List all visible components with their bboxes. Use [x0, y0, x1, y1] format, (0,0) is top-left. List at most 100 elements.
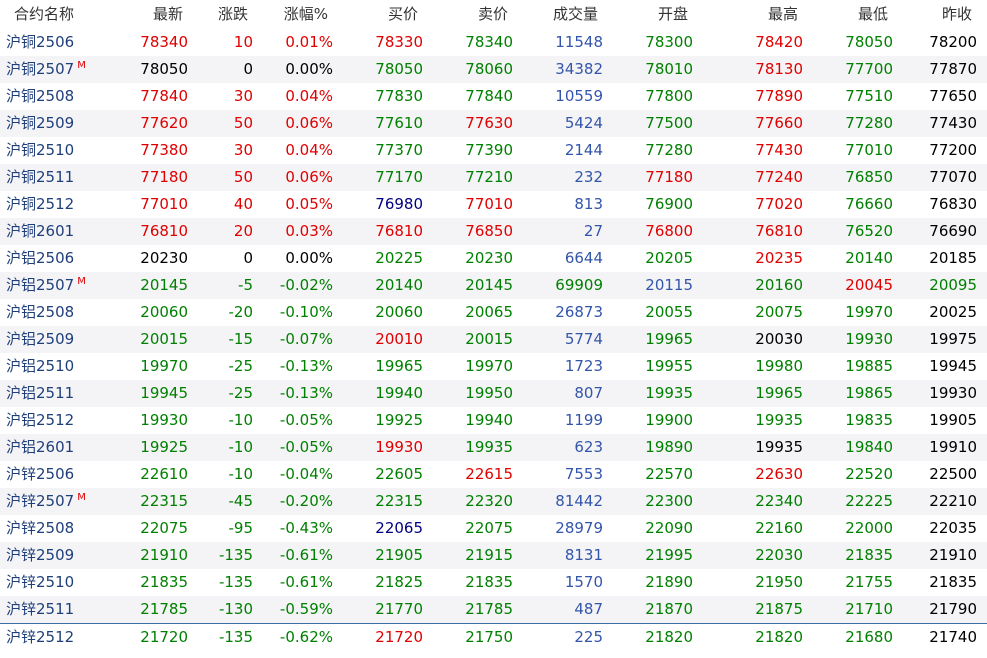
quote-value: 40 [233, 195, 253, 213]
contract-name: 沪锌2510 [6, 569, 74, 596]
quote-value: 20140 [845, 249, 893, 267]
quote-value: 19970 [140, 357, 188, 375]
quote-value: 232 [574, 168, 603, 186]
column-header: 涨跌 [217, 5, 248, 23]
quote-row: 沪锌2507 M 22315 -45 -0.20% 22315 22320 81442 2230… [0, 488, 987, 515]
quote-value: 19970 [465, 357, 513, 375]
quote-value: 21905 [375, 546, 423, 564]
quote-value: -0.20% [279, 492, 333, 510]
quote-value: 19945 [140, 384, 188, 402]
quote-value: 76810 [375, 222, 423, 240]
quote-value: 77500 [645, 114, 693, 132]
quote-value: 19980 [755, 357, 803, 375]
quote-value: 78050 [845, 33, 893, 51]
quote-value: 22520 [845, 465, 893, 483]
quote-value: 22315 [375, 492, 423, 510]
quote-value: 77620 [140, 114, 188, 132]
quote-value: 19965 [645, 330, 693, 348]
quote-value: 8131 [564, 546, 603, 564]
quote-value: 77650 [929, 87, 977, 105]
quote-value: 77800 [645, 87, 693, 105]
column-header: 卖价 [477, 5, 508, 23]
quote-value: 22300 [645, 492, 693, 510]
contract-code: 沪锌2511 [6, 600, 75, 618]
quote-value: 76830 [929, 195, 977, 213]
quote-value: 20145 [140, 276, 188, 294]
quote-value: 77210 [465, 168, 513, 186]
quote-value: 20045 [845, 276, 893, 294]
column-header: 买价 [387, 5, 418, 23]
quote-value: 20145 [465, 276, 513, 294]
quote-value: 76690 [929, 222, 977, 240]
quote-value: 0.05% [285, 195, 333, 213]
quote-row: 沪铝2511 19945 -25 -0.13% 19940 19950 807 19935 19… [0, 380, 987, 407]
quote-value: 19900 [645, 411, 693, 429]
contract-name: 沪铝2601 [6, 434, 74, 461]
quote-value: 21835 [845, 546, 893, 564]
quote-value: 10559 [555, 87, 603, 105]
quote-value: 22225 [845, 492, 893, 510]
contract-code: 沪铜2511 [6, 168, 75, 186]
contract-name: 沪铝2509 [6, 326, 74, 353]
quote-value: 77430 [755, 141, 803, 159]
column-header: 最新 [152, 5, 183, 23]
quote-row: 沪铝2506 20230 0 0.00% 20225 20230 6644 20205 2023… [0, 245, 987, 272]
quote-value: 487 [574, 600, 603, 618]
quote-value: 21740 [929, 628, 977, 646]
quote-value: 5424 [564, 114, 603, 132]
quote-value: 19950 [465, 384, 513, 402]
contract-code: 沪锌2507 [6, 492, 75, 510]
quote-value: 21785 [140, 600, 188, 618]
contract-code: 沪铝2601 [6, 438, 75, 456]
quote-value: -0.05% [279, 411, 333, 429]
quote-value: 1723 [564, 357, 603, 375]
quote-value: -95 [228, 519, 254, 537]
quote-value: 19925 [140, 438, 188, 456]
quote-row: 沪铜2508 77840 30 0.04% 77830 77840 10559 77800 77… [0, 83, 987, 110]
quote-value: 19935 [645, 384, 693, 402]
column-header: 成交量 [552, 5, 598, 23]
quote-row: 沪锌2506 22610 -10 -0.04% 22605 22615 7553 22570 2… [0, 461, 987, 488]
quote-row: 沪锌2509 21910 -135 -0.61% 21905 21915 8131 21995… [0, 542, 987, 569]
quote-value: 19840 [845, 438, 893, 456]
quote-value: -0.10% [279, 303, 333, 321]
quote-value: 22315 [140, 492, 188, 510]
quote-value: 77390 [465, 141, 513, 159]
quote-value: 76850 [845, 168, 893, 186]
quote-value: 21950 [755, 573, 803, 591]
quote-value: 78050 [375, 60, 423, 78]
contract-code: 沪铝2510 [6, 357, 75, 375]
quote-value: 77010 [465, 195, 513, 213]
quote-value: 77180 [140, 168, 188, 186]
quote-value: 77180 [645, 168, 693, 186]
quote-value: 20025 [929, 303, 977, 321]
quote-value: 77010 [140, 195, 188, 213]
quote-value: 28979 [555, 519, 603, 537]
quote-value: 807 [574, 384, 603, 402]
quote-value: 77610 [375, 114, 423, 132]
quote-value: 22500 [929, 465, 977, 483]
quote-value: -135 [218, 628, 253, 646]
quote-value: 20115 [645, 276, 693, 294]
quote-row: 沪铜2512 77010 40 0.05% 76980 77010 813 76900 7702… [0, 191, 987, 218]
quote-row: 沪锌2508 22075 -95 -0.43% 22065 22075 28979 22090… [0, 515, 987, 542]
quote-value: 19935 [755, 438, 803, 456]
quote-value: 623 [574, 438, 603, 456]
quote-value: 21825 [375, 573, 423, 591]
quote-value: 77020 [755, 195, 803, 213]
quote-value: -0.05% [279, 438, 333, 456]
quote-value: 20140 [375, 276, 423, 294]
quote-row: 沪锌2511 21785 -130 -0.59% 21770 21785 487 21870 2… [0, 596, 987, 623]
quote-value: -10 [228, 411, 254, 429]
contract-code: 沪铜2512 [6, 195, 75, 213]
column-header: 最高 [767, 5, 798, 23]
contract-name: 沪铜2507 M [6, 56, 86, 83]
quote-row: 沪铝2510 19970 -25 -0.13% 19965 19970 1723 19955 1… [0, 353, 987, 380]
quote-value: 77430 [929, 114, 977, 132]
quote-value: 22065 [375, 519, 423, 537]
quote-value: 76850 [465, 222, 513, 240]
contract-tag: M [77, 60, 86, 71]
quote-row: 沪铝2508 20060 -20 -0.10% 20060 20065 26873 20055… [0, 299, 987, 326]
quote-value: 19930 [375, 438, 423, 456]
